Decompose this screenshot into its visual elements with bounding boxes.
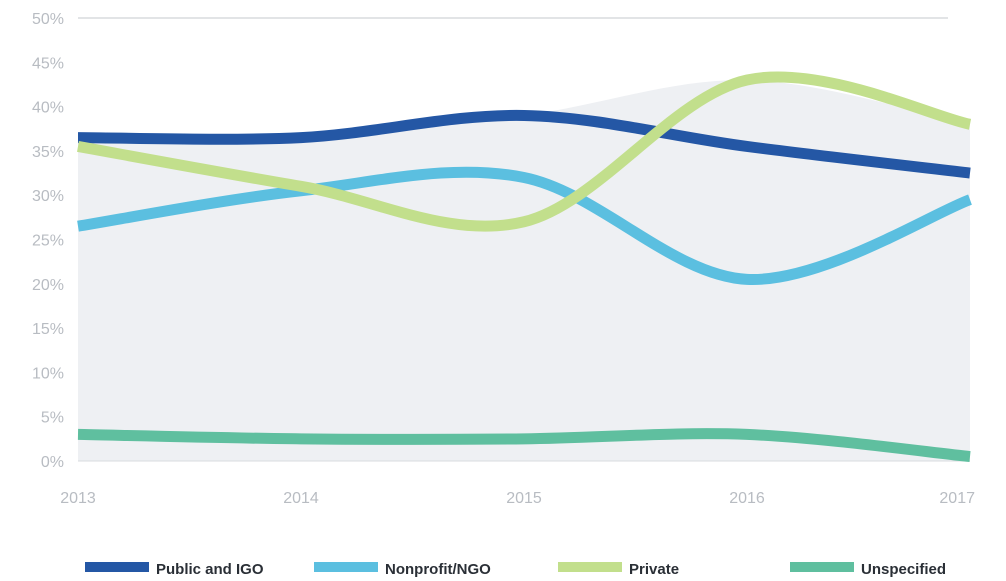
y-tick-label: 35% xyxy=(32,144,64,161)
legend: Public and IGO Nonprofit/NGO Private Unspec… xyxy=(85,561,946,578)
legend-label: Nonprofit/NGO xyxy=(385,561,491,578)
legend-label: Unspecified xyxy=(861,561,946,578)
legend-swatch xyxy=(558,562,622,572)
x-tick-label: 2016 xyxy=(729,490,765,507)
y-tick-label: 45% xyxy=(32,55,64,72)
x-tick-label: 2017 xyxy=(939,490,975,507)
legend-swatch xyxy=(85,562,149,572)
x-tick-label: 2014 xyxy=(283,490,319,507)
y-tick-label: 15% xyxy=(32,321,64,338)
y-tick-label: 25% xyxy=(32,233,64,250)
background-area xyxy=(78,79,970,461)
series-line-3 xyxy=(77,71,972,232)
y-tick-label: 5% xyxy=(41,410,64,427)
area-fill xyxy=(78,79,970,461)
y-tick-label: 50% xyxy=(32,11,64,28)
y-tick-label: 0% xyxy=(41,454,64,471)
legend-swatch xyxy=(790,562,854,572)
x-tick-label: 2015 xyxy=(506,490,542,507)
x-tick-label: 2013 xyxy=(60,490,96,507)
legend-label: Private xyxy=(629,561,679,578)
y-tick-label: 10% xyxy=(32,365,64,382)
y-tick-label: 30% xyxy=(32,188,64,205)
x-axis-ticks: 2013 2014 2015 2016 2017 xyxy=(60,490,975,507)
legend-swatch xyxy=(314,562,378,572)
series-line-1 xyxy=(77,109,971,179)
legend-label: Public and IGO xyxy=(156,561,264,578)
series-line-2 xyxy=(77,166,972,285)
y-tick-label: 40% xyxy=(32,100,64,117)
y-axis-ticks: 0% 5% 10% 15% 20% 25% 30% 35% 40% 45% 50% xyxy=(32,11,64,471)
series-lines xyxy=(77,71,972,463)
series-line-4 xyxy=(77,428,971,463)
y-tick-label: 20% xyxy=(32,277,64,294)
